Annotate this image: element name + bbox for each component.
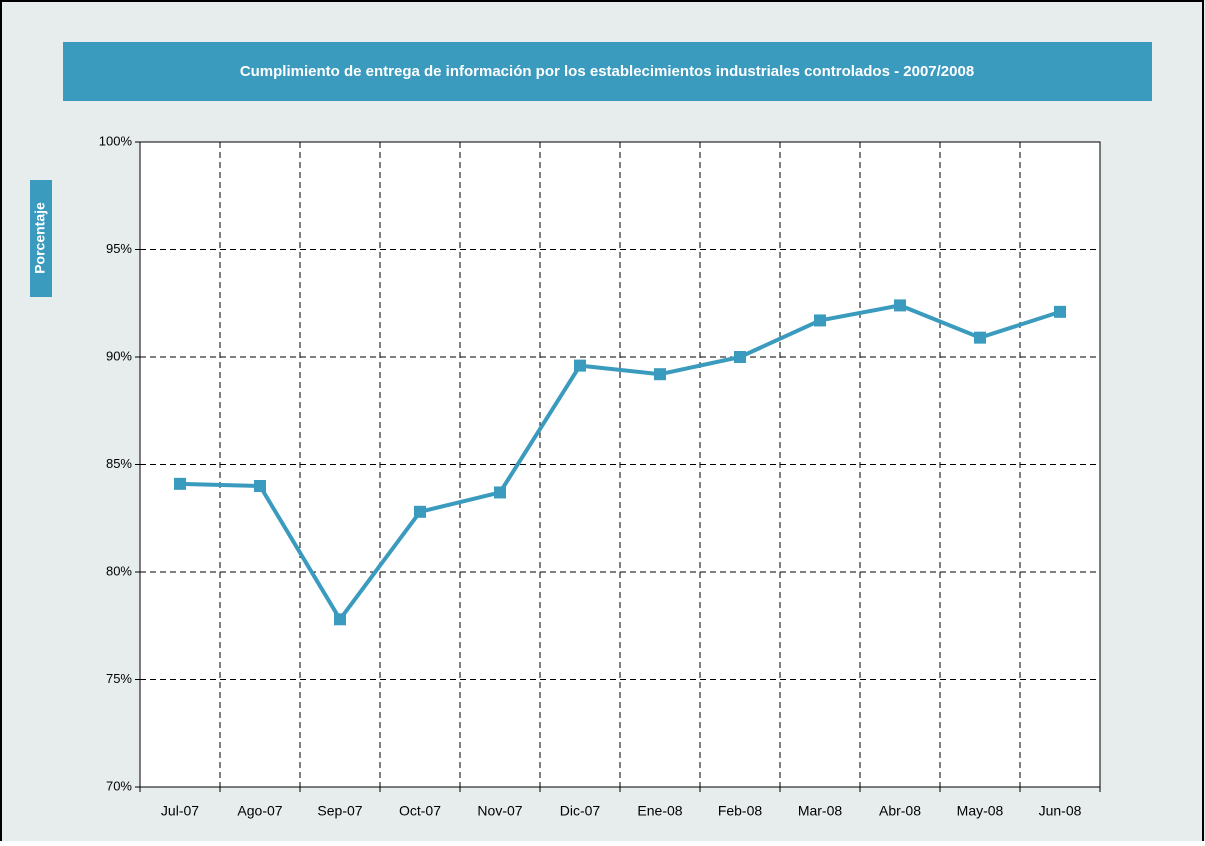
data-point [334, 613, 346, 626]
x-tick-label: Oct-07 [399, 803, 441, 819]
y-tick-label: 80% [106, 563, 132, 578]
data-point [814, 314, 826, 327]
y-label-box [30, 180, 52, 297]
data-point [414, 505, 426, 518]
y-axis-label: Porcentaje [32, 202, 48, 274]
data-line [179, 303, 1061, 622]
x-tick-label: Sep-07 [317, 803, 362, 819]
data-point [574, 359, 586, 372]
data-point [974, 331, 986, 344]
y-tick-label: 100% [99, 133, 133, 148]
data-point [1054, 305, 1066, 318]
x-tick-label: Nov-07 [477, 803, 522, 819]
y-tick-label: 70% [106, 778, 132, 793]
x-tick-label: Mar-08 [798, 803, 843, 819]
y-tick-label: 75% [106, 671, 132, 686]
x-tick-label: Feb-08 [718, 803, 763, 819]
data-point [654, 368, 666, 381]
x-tick-label: Dic-07 [560, 803, 601, 819]
y-tick-label: 95% [106, 241, 132, 256]
y-tick-label: 90% [106, 348, 132, 363]
x-tick-label: Ene-08 [637, 803, 682, 819]
data-point [894, 299, 906, 312]
y-tick-label: 85% [106, 456, 132, 471]
x-tick-label: Jul-07 [161, 803, 199, 819]
data-point [494, 486, 506, 499]
x-tick-label: May-08 [957, 803, 1004, 819]
x-tick-label: Ago-07 [237, 803, 282, 819]
data-point [734, 351, 746, 363]
x-tick-label: Jun-08 [1039, 803, 1082, 819]
x-tick-label: Abr-08 [879, 803, 921, 819]
data-point [174, 477, 186, 490]
chart-title: Cumplimiento de entrega de información p… [240, 63, 974, 80]
data-point [254, 480, 266, 492]
title-bar [63, 42, 1152, 101]
